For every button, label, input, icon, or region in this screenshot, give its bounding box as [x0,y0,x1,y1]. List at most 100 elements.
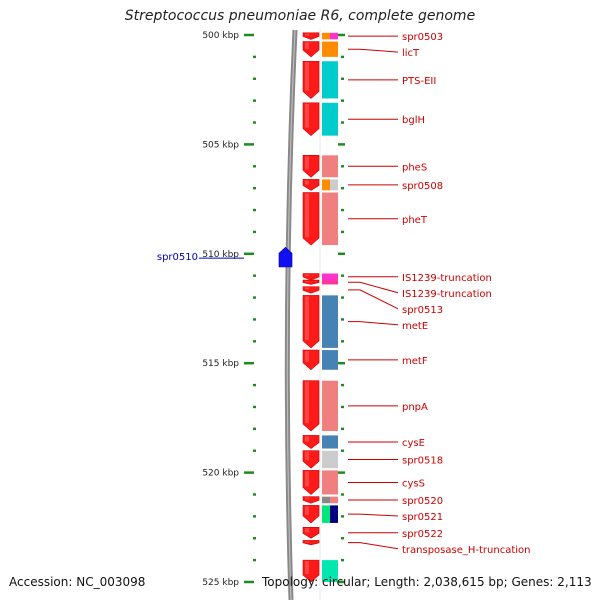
gene-function-color [322,435,338,449]
gene-label: PTS-EII [402,76,436,87]
scale-minor-tick [253,99,256,102]
gene-arrow-forward [302,496,320,504]
gene-label: spr0510 [157,252,198,263]
scale-minor-tick [253,208,256,212]
gene-arrow-shade [305,62,309,91]
scale-minor-tick [253,449,256,452]
feature-track-minor-tick [341,77,344,80]
gene-label: pnpA [402,402,428,413]
feature-track-minor-tick [341,383,344,387]
scale-minor-tick [253,165,256,168]
gene-arrow-shade [305,156,309,170]
gene-arrow-shade [305,528,309,533]
gene-function-color [322,496,330,504]
feature-track-minor-tick [341,405,344,409]
gene-arrow-shade [305,274,309,277]
scale-minor-tick [253,405,256,409]
gene-function-color [330,32,338,40]
scale-minor-tick [253,493,256,496]
gene-function-color [322,295,338,348]
feature-track-minor-tick [341,515,344,518]
gene-function-color [322,273,338,281]
gene-label: spr0522 [402,529,443,540]
scale-label: 510 kbp [202,250,239,260]
gene-label: licT [402,48,420,59]
feature-track-minor-tick [341,318,344,321]
gene-function-color [322,380,338,432]
gene-arrow-shade [305,281,309,283]
feature-track-minor-tick [341,121,344,124]
gene-function-color [322,450,338,469]
gene-label: spr0513 [402,305,443,316]
gene-label: spr0521 [402,512,443,523]
scale-minor-tick [253,318,256,321]
gene-label-leader [348,281,399,294]
scale-minor-tick [253,77,256,80]
scale-minor-tick [253,296,256,299]
gene-label-leader [348,513,399,517]
gene-function-color [322,350,338,370]
feature-track-minor-tick [341,186,344,190]
gene-label: pheS [402,162,427,173]
gene-label: cysE [402,438,425,449]
scale-minor-tick [253,427,256,431]
gene-arrow-shade [305,471,309,487]
gene-arrow-shade [305,296,309,340]
feature-track-minor-tick [341,230,344,234]
gene-label: spr0508 [402,181,443,192]
scale-label: 500 kbp [202,31,239,41]
scale-label: 515 kbp [202,359,239,369]
scale-minor-tick [253,515,256,518]
gene-function-color [322,155,338,178]
gene-function-color [330,496,338,504]
gene-label-leader [348,289,399,310]
scale-label: 525 kbp [202,578,239,588]
gene-label: IS1239-truncation [402,273,492,284]
gene-label-leader [348,48,399,53]
scale-minor-tick [253,121,256,124]
gene-arrow-forward [302,32,320,40]
genome-backbone-highlight [286,29,296,600]
gene-label: spr0503 [402,32,443,43]
gene-arrow-shade [305,33,309,36]
gene-arrow-shade [305,561,309,574]
gene-function-color [330,179,338,191]
gene-label-leader [348,542,399,550]
gene-label: bglH [402,115,425,126]
gene-function-color [322,470,338,495]
scale-minor-tick [253,340,256,343]
gene-label: transposase_H-truncation [402,545,531,556]
feature-track-minor-tick [341,558,344,562]
feature-track-minor-tick [341,449,344,452]
gene-arrow-shade [305,103,309,128]
gene-arrow-shade [305,506,309,515]
gene-arrow-shade [305,451,309,461]
gene-function-color [322,192,338,246]
scale-minor-tick [253,186,256,190]
gene-arrow-forward [302,286,320,294]
feature-track-minor-tick [341,427,344,431]
gene-arrow-shade [305,287,309,290]
feature-track-minor-tick [341,296,344,299]
gene-function-color [322,61,338,99]
gene-arrow-shade [305,193,309,238]
gene-function-color [322,102,338,136]
feature-track-minor-tick [341,99,344,102]
topology-text: Topology: circular; Length: 2,038,615 bp… [262,575,592,589]
scale-minor-tick [253,383,256,387]
gene-arrow-reverse [278,246,293,268]
gene-arrow-shade [305,42,309,49]
scale-minor-tick [253,274,256,277]
gene-label-leader [348,321,399,326]
gene-arrow-shade [305,497,309,500]
gene-label: cysS [402,478,425,489]
scale-label: 505 kbp [202,140,239,150]
gene-function-color [322,32,330,40]
gene-function-color [322,280,338,285]
scale-minor-tick [253,55,256,59]
gene-arrow-forward [302,273,320,281]
gene-arrow-shade [305,180,309,185]
gene-function-color [330,505,338,523]
